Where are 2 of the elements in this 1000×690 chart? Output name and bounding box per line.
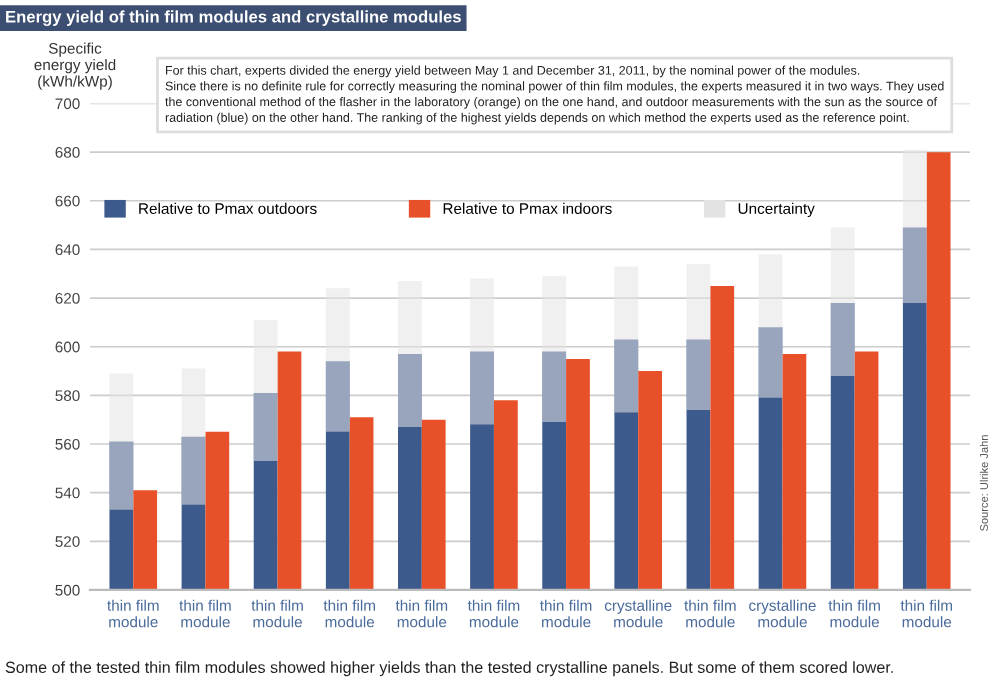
chart-title: Energy yield of thin film modules and crystalline modules (6, 10, 461, 26)
text: Some of the tested thin film modules showed higher yields than the tested crystalline panels. But some of them scored lower. (5, 661, 893, 677)
